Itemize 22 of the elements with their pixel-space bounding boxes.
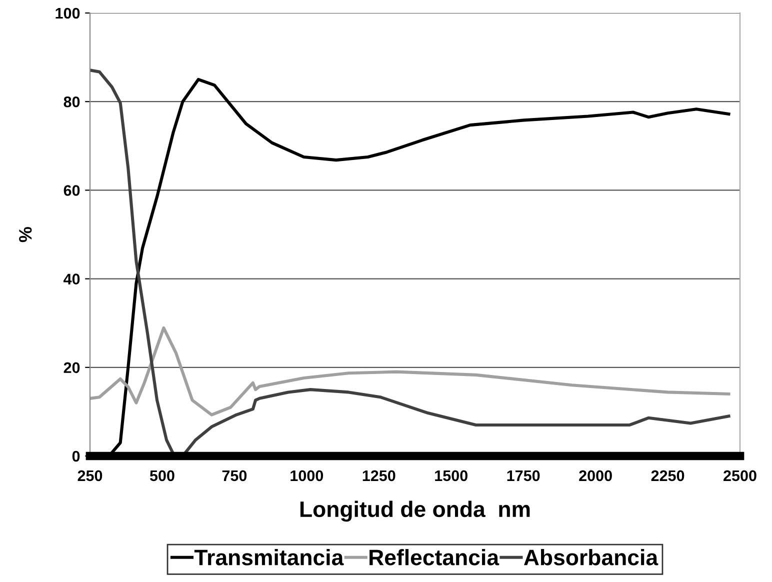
x-axis-title: Longitud de onda nm [300, 500, 530, 522]
x-tick-label: 1750 [507, 470, 540, 482]
x-tick-label: 1250 [362, 470, 396, 482]
y-tick-label: 80 [64, 96, 80, 108]
x-tick-label: 250 [78, 470, 102, 482]
legend-label: Absorbancia [524, 549, 658, 566]
x-tick-label: 1000 [290, 470, 324, 482]
x-tick-label: 2250 [651, 470, 684, 482]
x-tick-label: 750 [222, 470, 247, 482]
y-tick-label: 100 [56, 8, 80, 19]
x-tick-label: 500 [150, 470, 174, 482]
legend-label: Transmitancia [194, 549, 344, 566]
x-tick-label: 2500 [724, 470, 756, 482]
y-axis-title: % [19, 226, 32, 242]
x-tick-label: 2000 [579, 470, 612, 482]
x-tick-label: 1500 [435, 470, 468, 482]
y-tick-label: 0 [72, 450, 80, 462]
line-series [90, 326, 730, 416]
y-tick-label: 60 [64, 185, 80, 196]
legend-label: Reflectancia [370, 549, 500, 566]
y-tick-label: 40 [64, 274, 80, 284]
y-tick-label: 20 [64, 362, 80, 374]
